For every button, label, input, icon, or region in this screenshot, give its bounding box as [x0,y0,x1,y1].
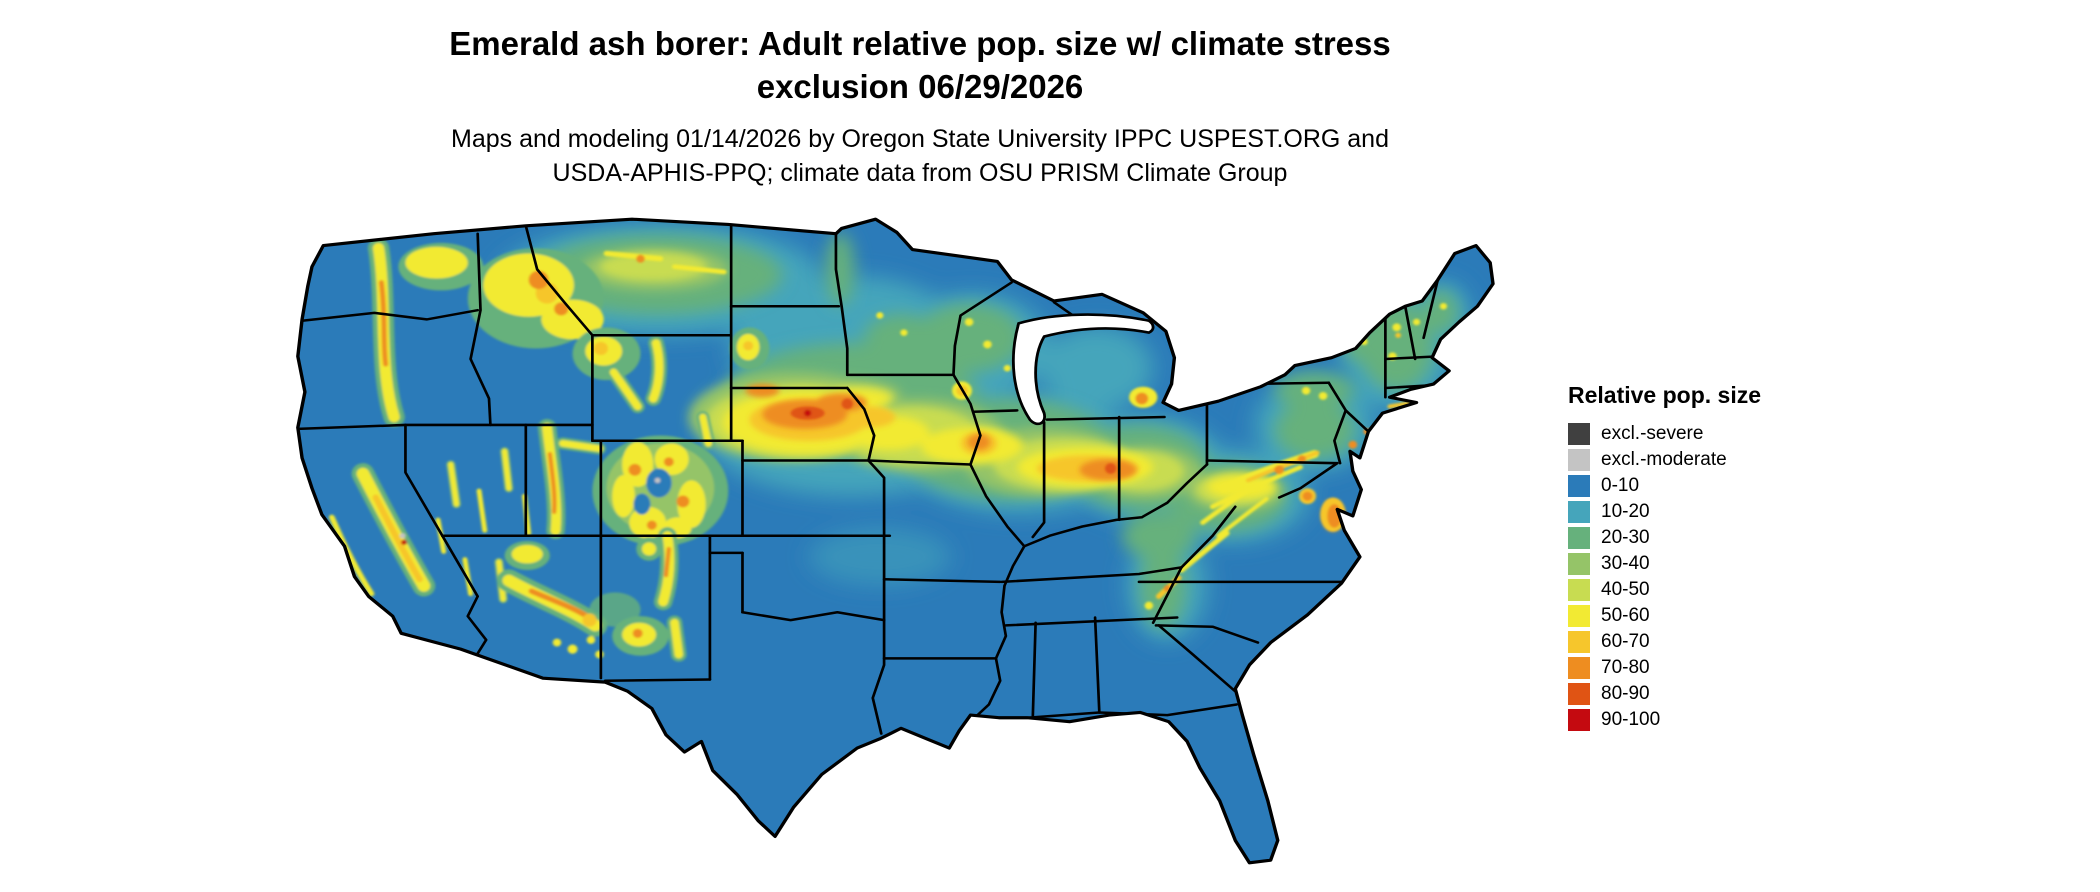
us-map [296,217,1495,865]
header: Emerald ash borer: Adult relative pop. s… [130,22,1710,190]
legend-swatch [1568,605,1590,627]
legend-title: Relative pop. size [1568,382,1762,408]
legend-label: 60-70 [1601,631,1650,652]
legend-label: 0-10 [1601,475,1640,496]
legend-swatch [1568,527,1590,549]
legend-item: excl.-moderate [1568,447,1761,473]
legend-swatch [1568,657,1590,679]
legend-swatch [1568,423,1590,445]
page-subtitle: Maps and modeling 01/14/2026 by Oregon S… [130,122,1710,190]
legend-swatch [1568,631,1590,653]
page-title-line2: exclusion 06/29/2026 [756,68,1084,105]
legend-label: excl.-severe [1601,423,1704,444]
legend: Relative pop. size excl.-severe excl.-mo… [1568,382,1761,733]
legend-item: 0-10 [1568,473,1761,499]
legend-label: 30-40 [1601,553,1650,574]
legend-item: 50-60 [1568,603,1761,629]
page-subtitle-line2: USDA-APHIS-PPQ; climate data from OSU PR… [552,159,1288,187]
legend-label: 70-80 [1601,657,1650,678]
mountain-detail [328,238,1447,662]
legend-label: 50-60 [1601,605,1650,626]
legend-item: 70-80 [1568,655,1761,681]
legend-items: excl.-severe excl.-moderate 0-10 10-20 2… [1568,421,1761,733]
legend-swatch [1568,449,1590,471]
legend-item: 60-70 [1568,629,1761,655]
legend-label: 10-20 [1601,501,1650,522]
legend-label: 80-90 [1601,683,1650,704]
page-subtitle-line1: Maps and modeling 01/14/2026 by Oregon S… [451,125,1389,153]
legend-label: 20-30 [1601,527,1650,548]
legend-swatch [1568,709,1590,731]
legend-item: 90-100 [1568,707,1761,733]
legend-swatch [1568,579,1590,601]
legend-swatch [1568,475,1590,497]
us-outline [296,217,1495,865]
legend-label: 40-50 [1601,579,1650,600]
legend-item: 20-30 [1568,525,1761,551]
legend-label: excl.-moderate [1601,449,1727,470]
legend-swatch [1568,501,1590,523]
legend-swatch [1568,683,1590,705]
legend-item: 30-40 [1568,551,1761,577]
map-raster [297,219,1494,863]
page-title-line1: Emerald ash borer: Adult relative pop. s… [449,25,1391,62]
legend-item: 80-90 [1568,681,1761,707]
legend-item: 10-20 [1568,499,1761,525]
legend-swatch [1568,553,1590,575]
legend-item: 40-50 [1568,577,1761,603]
legend-label: 90-100 [1601,709,1661,730]
great-lakes [1011,313,1155,426]
legend-item: excl.-severe [1568,421,1761,447]
page-title: Emerald ash borer: Adult relative pop. s… [130,22,1710,108]
